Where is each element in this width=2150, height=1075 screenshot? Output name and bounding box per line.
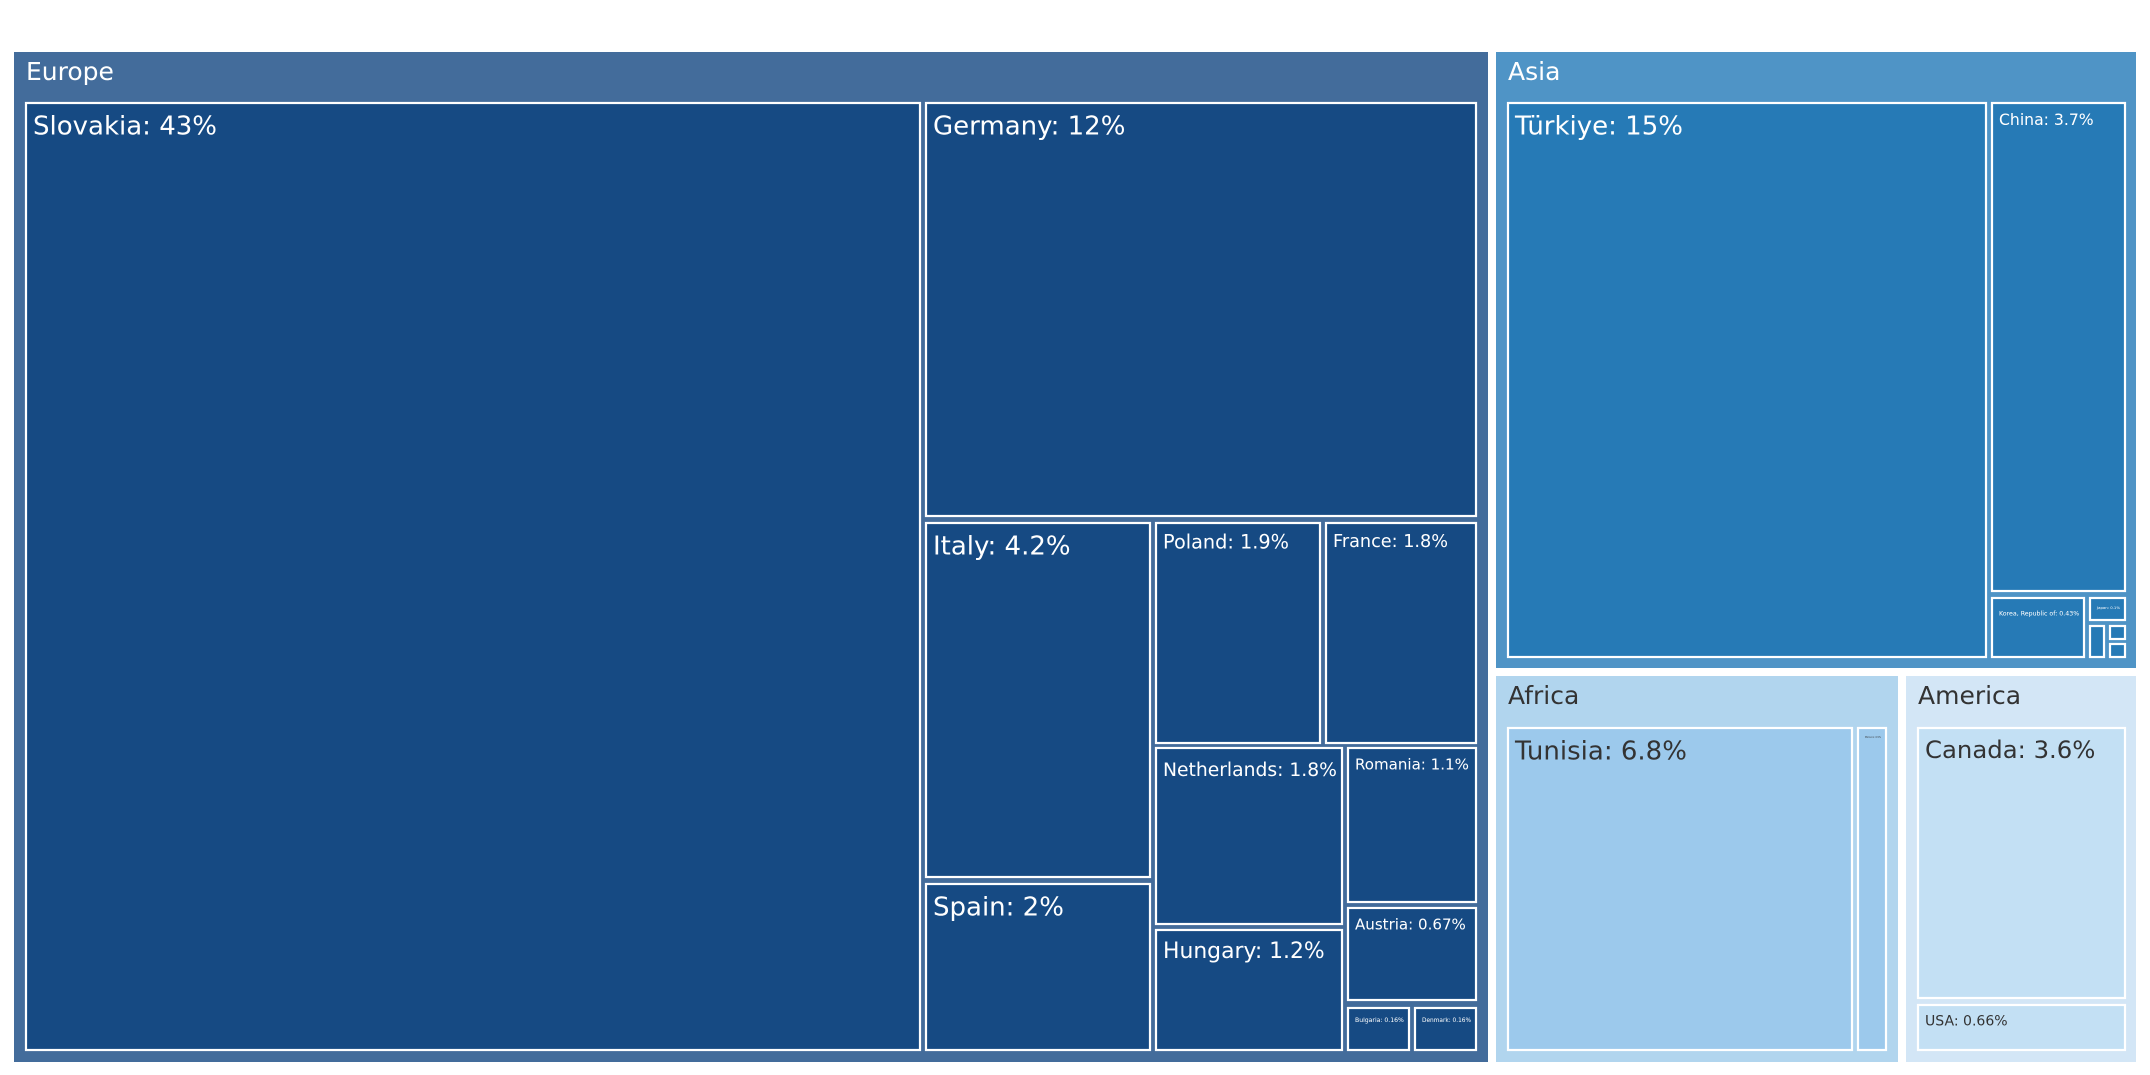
tile-rect-asia-small-2[interactable] [2108,624,2127,641]
tile-asia-small-3[interactable] [2108,642,2127,659]
tile-rect-italy[interactable] [924,521,1152,879]
tile-label-spain: Spain: 2% [933,893,1064,923]
tile-korea[interactable]: Korea, Republic of: 0.43% [1990,596,2086,659]
tile-hungary[interactable]: Hungary: 1.2% [1154,928,1344,1052]
group-label-africa: Africa [1508,681,1579,710]
tile-tunisia[interactable]: Tunisia: 6.8% [1506,726,1854,1052]
tile-rect-austria[interactable] [1346,906,1478,1002]
tile-rect-japan[interactable] [2088,596,2127,622]
tile-label-poland: Poland: 1.9% [1163,530,1289,553]
tile-label-japan: Japan: 0.1% [2096,605,2120,610]
tile-france[interactable]: France: 1.8% [1324,521,1478,745]
tile-canada[interactable]: Canada: 3.6% [1916,726,2127,1000]
tile-rect-usa[interactable] [1916,1003,2127,1052]
tile-spain[interactable]: Spain: 2% [924,882,1152,1052]
tile-rect-netherlands[interactable] [1154,746,1344,926]
tile-label-canada: Canada: 3.6% [1925,735,2095,764]
tile-label-austria: Austria: 0.67% [1355,915,1466,933]
tile-rect-china[interactable] [1990,101,2127,593]
tile-rect-romania[interactable] [1346,746,1478,904]
tile-label-denmark: Denmark: 0.16% [1422,1018,1471,1024]
tile-label-romania: Romania: 1.1% [1355,755,1469,773]
tile-rect-bulgaria[interactable] [1346,1006,1411,1052]
tile-label-slovakia: Slovakia: 43% [33,112,217,142]
tile-rect-tunisia[interactable] [1506,726,1854,1052]
tile-label-tunisia: Tunisia: 6.8% [1514,737,1687,767]
tile-rect-korea[interactable] [1990,596,2086,659]
tile-rect-germany[interactable] [924,101,1478,518]
tile-turkiye[interactable]: Türkiye: 15% [1506,101,1988,659]
tile-romania[interactable]: Romania: 1.1% [1346,746,1478,904]
tile-label-turkiye: Türkiye: 15% [1514,112,1683,142]
tile-rect-asia-small-3[interactable] [2108,642,2127,659]
tile-poland[interactable]: Poland: 1.9% [1154,521,1322,745]
tile-label-italy: Italy: 4.2% [933,532,1071,562]
tile-rect-denmark[interactable] [1413,1006,1478,1052]
tile-asia-small-2[interactable] [2108,624,2127,641]
tile-rect-spain[interactable] [924,882,1152,1052]
tile-rect-canada[interactable] [1916,726,2127,1000]
tile-label-morocco: Morocco: 0.5% [1865,736,1881,739]
tile-asia-small-1[interactable] [2088,624,2106,659]
tile-austria[interactable]: Austria: 0.67% [1346,906,1478,1002]
tile-label-usa: USA: 0.66% [1925,1013,2008,1029]
tile-rect-turkiye[interactable] [1506,101,1988,659]
tile-rect-poland[interactable] [1154,521,1322,745]
tile-label-germany: Germany: 12% [933,112,1125,142]
tile-japan[interactable]: Japan: 0.1% [2088,596,2127,622]
tile-italy[interactable]: Italy: 4.2% [924,521,1152,879]
tile-rect-asia-small-1[interactable] [2088,624,2106,659]
group-africa: Africa Tunisia: 6.8% Morocco: 0.5% [1496,676,1898,1062]
group-label-asia: Asia [1508,57,1560,86]
tile-germany[interactable]: Germany: 12% [924,101,1478,518]
group-america: America Canada: 3.6% USA: 0.66% [1906,676,2136,1062]
tile-morocco[interactable]: Morocco: 0.5% [1856,726,1888,1052]
tile-china[interactable]: China: 3.7% [1990,101,2127,593]
group-europe: Europe Slovakia: 43% Germany: 12% Italy: 4.… [14,52,1488,1062]
tile-rect-morocco[interactable] [1856,726,1888,1052]
tile-slovakia[interactable]: Slovakia: 43% [24,101,922,1052]
tile-netherlands[interactable]: Netherlands: 1.8% [1154,746,1344,926]
tile-label-france: France: 1.8% [1333,532,1448,552]
group-label-europe: Europe [26,57,114,86]
tile-label-china: China: 3.7% [1999,110,2094,129]
tile-label-netherlands: Netherlands: 1.8% [1163,760,1337,781]
tile-usa[interactable]: USA: 0.66% [1916,1003,2127,1052]
tile-label-hungary: Hungary: 1.2% [1163,939,1325,964]
group-asia: Asia Türkiye: 15% China: 3.7% Korea, Republ… [1496,52,2136,668]
tile-label-korea: Korea, Republic of: 0.43% [1999,610,2079,617]
tile-rect-slovakia[interactable] [24,101,922,1052]
tile-denmark[interactable]: Denmark: 0.16% [1413,1006,1478,1052]
group-label-america: America [1918,681,2021,710]
tile-label-bulgaria: Bulgaria: 0.16% [1355,1017,1404,1024]
tile-rect-hungary[interactable] [1154,928,1344,1052]
tile-bulgaria[interactable]: Bulgaria: 0.16% [1346,1006,1411,1052]
tile-rect-france[interactable] [1324,521,1478,745]
